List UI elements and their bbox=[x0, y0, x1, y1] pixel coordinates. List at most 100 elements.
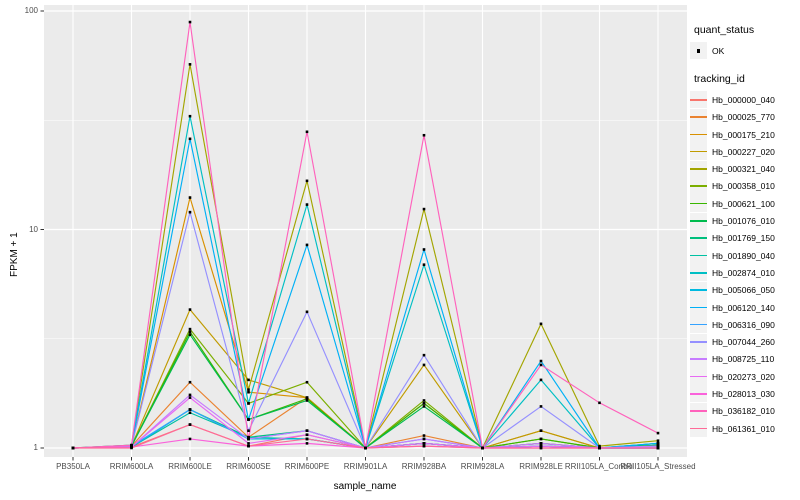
data-point bbox=[539, 322, 543, 326]
x-tick-label: RRII105LA_Stressed bbox=[620, 462, 696, 471]
legend-item-Hb_000321_040: Hb_000321_040 bbox=[690, 160, 798, 178]
data-point bbox=[422, 133, 426, 137]
data-point bbox=[305, 442, 309, 445]
legend-item-Hb_000358_010: Hb_000358_010 bbox=[690, 177, 798, 195]
legend-item-label: Hb_000358_010 bbox=[712, 181, 775, 192]
y-tick-label: 100 bbox=[24, 6, 38, 15]
line-swatch-icon bbox=[690, 375, 707, 378]
data-point bbox=[188, 20, 192, 24]
data-point bbox=[188, 196, 192, 199]
data-point bbox=[598, 401, 601, 405]
legend-series-list: Hb_000000_040 Hb_000025_770 Hb_000175_210 H… bbox=[690, 91, 798, 438]
line-swatch-icon bbox=[690, 150, 707, 153]
legend-item-Hb_000621_100: Hb_000621_100 bbox=[690, 195, 798, 213]
legend-item-Hb_001076_010: Hb_001076_010 bbox=[690, 212, 798, 230]
legend-item-label: Hb_001769_150 bbox=[712, 233, 775, 244]
data-point bbox=[656, 444, 660, 448]
legend-item-label: Hb_000227_020 bbox=[712, 146, 775, 157]
data-point bbox=[247, 444, 250, 448]
x-tick-label: RRIM600LA bbox=[109, 462, 154, 471]
legend-item-Hb_000025_770: Hb_000025_770 bbox=[690, 108, 798, 126]
legend-item-label: Hb_000175_210 bbox=[712, 129, 775, 140]
legend-key-swatch bbox=[690, 350, 707, 368]
data-point bbox=[247, 437, 250, 441]
legend-key-swatch bbox=[690, 247, 707, 265]
legend-item-label: Hb_000025_770 bbox=[712, 112, 775, 123]
legend-item-label: Hb_000000_040 bbox=[712, 94, 775, 105]
data-point bbox=[422, 399, 426, 402]
data-point bbox=[188, 137, 192, 141]
x-tick-label: RRIM928LE bbox=[519, 462, 563, 471]
data-point bbox=[247, 388, 250, 391]
legend-item-label: Hb_061361_010 bbox=[712, 423, 775, 434]
data-point bbox=[188, 423, 192, 426]
line-swatch-icon bbox=[690, 133, 707, 136]
legend-item-label: Hb_001890_040 bbox=[712, 250, 775, 261]
legend-item-Hb_020273_020: Hb_020273_020 bbox=[690, 368, 798, 386]
line-swatch-icon bbox=[690, 410, 707, 412]
legend-title-quant-status: quant_status bbox=[694, 24, 755, 36]
legend-item-Hb_005066_050: Hb_005066_050 bbox=[690, 281, 798, 299]
legend-key-swatch bbox=[690, 333, 707, 351]
data-point bbox=[305, 433, 309, 437]
legend-key-swatch bbox=[690, 385, 707, 403]
line-swatch-icon bbox=[690, 271, 707, 274]
data-point bbox=[422, 402, 426, 405]
data-point bbox=[539, 442, 543, 445]
legend-key-swatch bbox=[690, 91, 707, 109]
line-swatch-icon bbox=[690, 185, 707, 188]
data-point bbox=[188, 333, 192, 337]
line-swatch-icon bbox=[690, 358, 707, 360]
line-swatch-icon bbox=[690, 98, 707, 101]
y-axis-title: FPKM + 1 bbox=[9, 232, 20, 277]
line-swatch-icon bbox=[690, 254, 707, 257]
x-tick-label: RRIM600SE bbox=[226, 462, 271, 471]
data-point bbox=[71, 446, 75, 450]
legend-title-tracking-id: tracking_id bbox=[694, 73, 745, 86]
data-point bbox=[539, 429, 543, 432]
line-swatch-icon bbox=[690, 168, 707, 170]
data-point bbox=[247, 418, 250, 421]
data-point bbox=[305, 429, 309, 432]
legend-key-swatch bbox=[690, 160, 707, 178]
data-point bbox=[598, 446, 601, 450]
legend-key-swatch bbox=[690, 177, 707, 195]
x-tick-label: RRIM600PE bbox=[284, 462, 330, 471]
legend-item-label: Hb_028013_030 bbox=[712, 388, 775, 399]
y-tick-label: 1 bbox=[33, 443, 38, 452]
data-point bbox=[305, 243, 309, 247]
legend-item-label: Hb_005066_050 bbox=[712, 285, 775, 296]
data-point bbox=[188, 63, 192, 66]
legend-key-swatch bbox=[690, 126, 707, 144]
legend-key-swatch bbox=[690, 108, 707, 126]
point-icon bbox=[697, 49, 701, 53]
legend-key-swatch bbox=[690, 316, 707, 334]
legend-item-Hb_008725_110: Hb_008725_110 bbox=[690, 350, 798, 368]
data-point bbox=[598, 444, 601, 448]
data-point bbox=[656, 446, 660, 450]
data-point bbox=[188, 396, 192, 399]
y-tick-label: 10 bbox=[29, 224, 38, 234]
legend-section-gap bbox=[690, 59, 798, 73]
data-point bbox=[305, 380, 309, 384]
data-point bbox=[305, 130, 309, 134]
line-swatch-icon bbox=[690, 116, 707, 118]
line-swatch-icon bbox=[690, 202, 707, 205]
legend-key-swatch bbox=[690, 368, 707, 386]
data-point bbox=[539, 446, 543, 450]
data-point bbox=[305, 179, 309, 183]
legend-item-Hb_000175_210: Hb_000175_210 bbox=[690, 126, 798, 144]
data-point bbox=[188, 210, 192, 214]
legend-item-label: Hb_007044_260 bbox=[712, 337, 775, 348]
data-point bbox=[422, 444, 426, 448]
x-tick-label: RRIM928LA bbox=[460, 462, 505, 471]
data-point bbox=[422, 434, 426, 437]
legend-item-Hb_036182_010: Hb_036182_010 bbox=[690, 402, 798, 420]
data-point bbox=[305, 397, 309, 401]
data-point bbox=[422, 442, 426, 445]
legend-item-ok: OK bbox=[690, 42, 798, 60]
legend-key-swatch bbox=[690, 299, 707, 316]
legend-key-ok bbox=[690, 42, 707, 60]
line-swatch-icon bbox=[690, 220, 707, 222]
